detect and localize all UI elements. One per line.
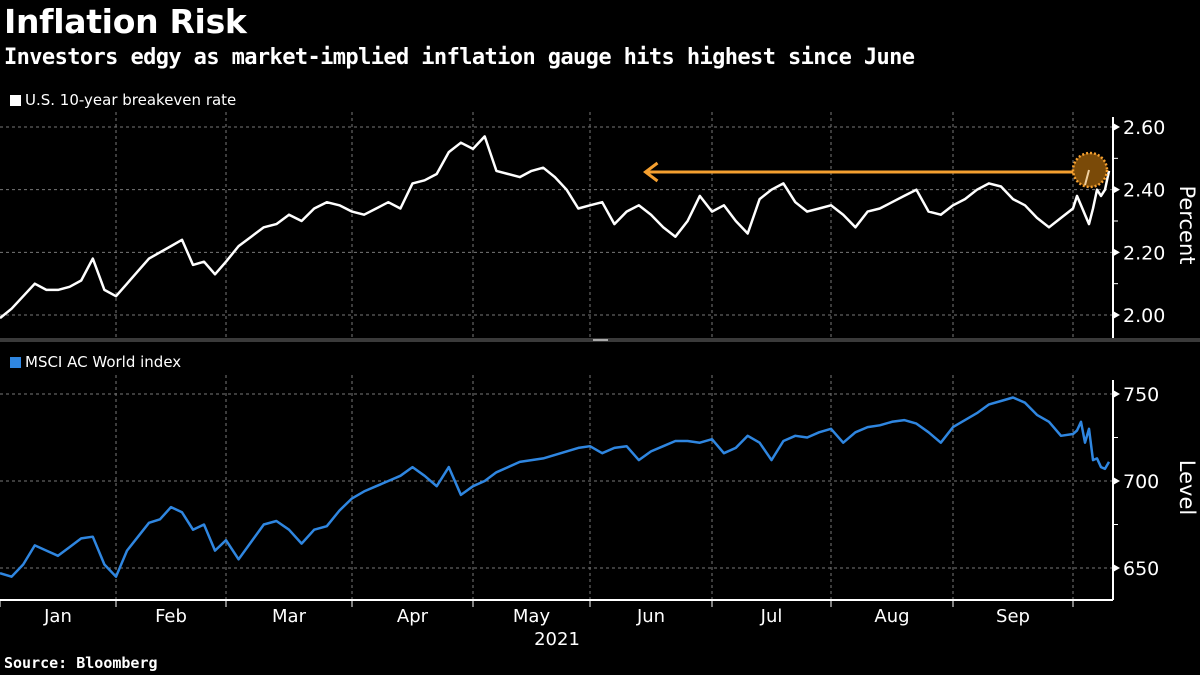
y-tick-label: 2.60 [1123, 117, 1165, 139]
x-tick-label: Jun [636, 606, 665, 627]
source-note: Source: Bloomberg [4, 654, 158, 672]
y-tick-label: 700 [1123, 471, 1159, 493]
y-tick-label: 2.00 [1123, 305, 1165, 327]
chart-subtitle: Investors edgy as market-implied inflati… [4, 45, 915, 70]
series-line-msci [0, 396, 1111, 578]
legend-swatch-msci [10, 356, 21, 368]
panel-divider-grip[interactable] [593, 339, 608, 341]
y-tick-label: 650 [1123, 558, 1159, 580]
y-tick-marker [1113, 123, 1120, 131]
y-tick-marker [1113, 477, 1120, 485]
x-tick-label: Jan [43, 606, 72, 627]
annotation-circle-line [1084, 169, 1090, 186]
x-axis-title: 2021 [534, 629, 580, 650]
x-tick-label: Aug [874, 606, 909, 627]
x-tick-label: Apr [397, 606, 429, 627]
y-axis-title: Percent [1175, 185, 1199, 264]
chart-title: Inflation Risk [4, 2, 247, 41]
y-tick-marker [1113, 564, 1120, 572]
y-tick-marker [1113, 248, 1120, 257]
legend-msci: MSCI AC World index [10, 353, 181, 371]
x-tick-label: Sep [996, 606, 1030, 627]
x-tick-label: Jul [760, 606, 783, 627]
x-tick-label: Mar [272, 606, 307, 627]
y-tick-marker [1113, 185, 1120, 194]
legend-label-msci: MSCI AC World index [25, 353, 182, 371]
y-tick-marker [1113, 390, 1120, 398]
annotation-circle [1071, 151, 1109, 189]
series-line-breakeven [0, 135, 1111, 320]
y-axis-title: Level [1175, 460, 1199, 515]
annotation-arrow-head [643, 161, 659, 183]
y-tick-label: 750 [1123, 384, 1159, 406]
y-tick-label: 2.20 [1123, 242, 1165, 264]
y-tick-label: 2.40 [1123, 180, 1165, 202]
legend-label-breakeven: U.S. 10-year breakeven rate [25, 91, 237, 109]
legend-breakeven: U.S. 10-year breakeven rate [10, 91, 236, 109]
legend-swatch-breakeven [10, 94, 21, 106]
y-tick-marker [1113, 311, 1120, 319]
x-tick-label: May [513, 606, 551, 627]
x-tick-label: Feb [155, 606, 187, 627]
